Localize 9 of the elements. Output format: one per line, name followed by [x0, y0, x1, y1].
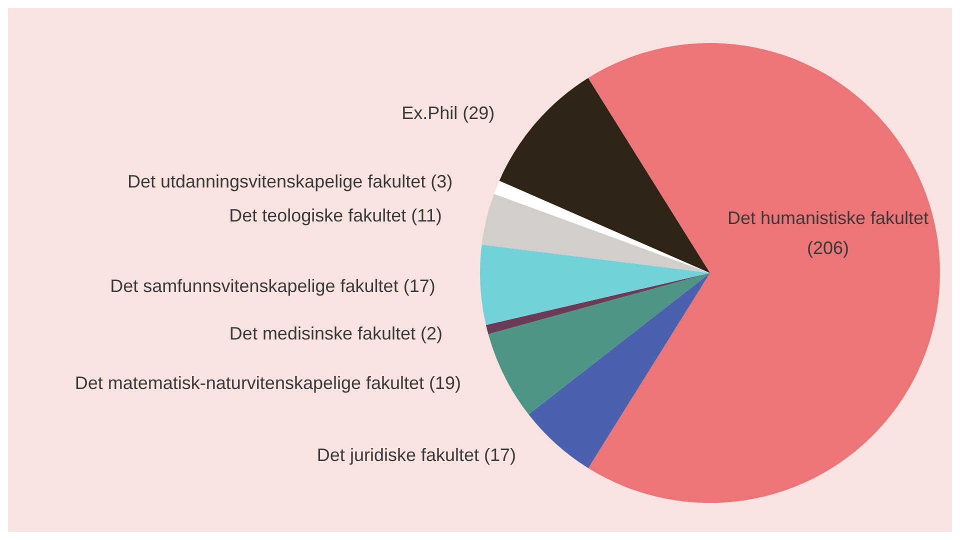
- slice-label: Det humanistiske fakultet: [727, 208, 929, 228]
- slice-label: Ex.Phil (29): [402, 102, 495, 123]
- slice-label: Det juridiske fakultet (17): [316, 445, 516, 466]
- data-label: (206): [806, 238, 850, 258]
- slice-label: Det medisinske fakultet (2): [229, 323, 443, 344]
- slice-label: Det teologiske fakultet (11): [229, 205, 442, 226]
- slice-label: Det matematisk-naturvitenskapelige fakultet (19): [74, 372, 462, 393]
- slice-label: Det samfunnsvitenskapelige fakultet (17): [110, 276, 436, 296]
- slice-label: Det utdanningsvitenskapelige fakultet (3): [127, 172, 453, 192]
